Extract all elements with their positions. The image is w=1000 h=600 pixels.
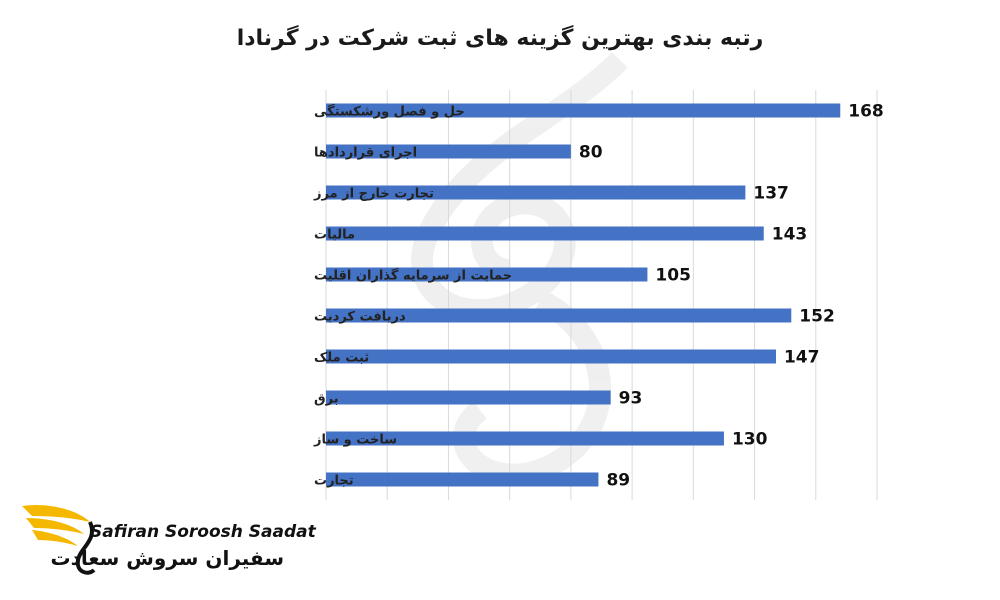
bar	[326, 144, 571, 159]
bar	[326, 185, 746, 200]
category-label: تجارت	[314, 474, 354, 489]
category-label: ثبت ملک	[314, 351, 369, 366]
bar	[326, 390, 611, 405]
category-label: تجارت خارج از مرز	[313, 187, 434, 202]
data-label: 105	[655, 266, 691, 286]
bar	[326, 431, 724, 446]
data-label: 143	[772, 225, 808, 245]
category-label: حل و فصل ورشکستگی	[314, 104, 465, 120]
data-label: 80	[579, 143, 603, 163]
bars	[326, 103, 841, 487]
bar	[326, 103, 841, 118]
company-logo: Safiran Soroosh Saadat سفیران سروش سعادت	[18, 492, 316, 582]
category-label: دریافت کردیت	[314, 310, 406, 325]
bar	[326, 267, 648, 282]
data-label: 130	[732, 430, 768, 450]
data-label: 137	[753, 184, 789, 204]
category-label: مالیات	[314, 228, 355, 243]
category-label: ساخت و ساز	[313, 433, 397, 448]
bar	[326, 308, 792, 323]
category-label: برق	[314, 392, 339, 407]
bar	[326, 472, 599, 487]
data-label: 93	[619, 389, 643, 409]
data-label: 152	[799, 307, 835, 327]
bar	[326, 226, 764, 241]
bar	[326, 349, 776, 364]
data-label: 168	[848, 102, 884, 122]
category-label: حمایت از سرمایه گذاران اقلیت	[314, 268, 512, 284]
watermark-logo	[411, 52, 628, 486]
logo-english-name: Safiran Soroosh Saadat	[90, 522, 316, 542]
chart-title: رتبه بندی بهترین گزینه های ثبت شرکت در گ…	[236, 26, 764, 51]
category-labels: حل و فصل ورشکستگی اجرای قراردادها تجارت خا…	[313, 104, 512, 489]
data-label: 89	[606, 471, 630, 491]
logo-persian-name: سفیران سروش سعادت	[50, 546, 285, 570]
value-labels: 168 80 137 143 105 152 147 93 130 89	[579, 102, 884, 491]
category-label: اجرای قراردادها	[314, 146, 417, 161]
data-label: 147	[784, 348, 820, 368]
eagle-wing-icon	[22, 504, 96, 575]
